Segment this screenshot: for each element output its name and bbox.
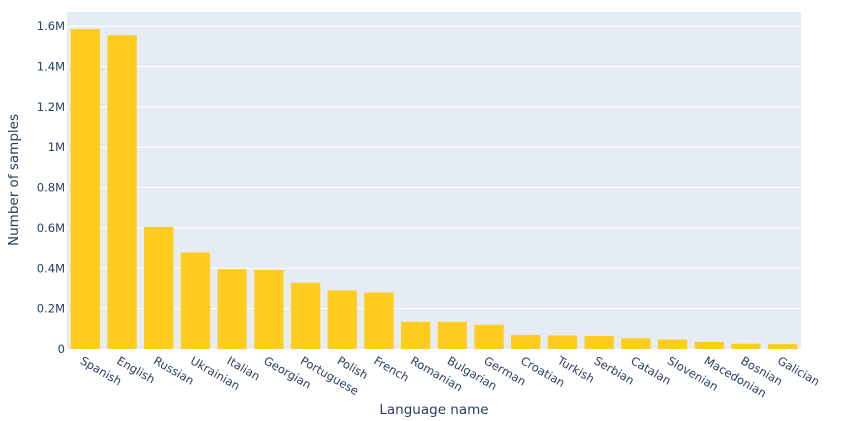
plot-background [67,12,801,349]
x-tick-label: Russian [151,353,196,387]
bar-ukrainian[interactable] [180,252,211,349]
bar-portuguese[interactable] [290,282,321,349]
y-tick-label: 0.2M [37,302,65,316]
x-axis-title: Language name [379,402,488,418]
bar-turkish[interactable] [547,335,578,349]
bar-macedonian[interactable] [694,341,724,349]
x-tick-label: French [371,353,411,384]
bar-slovenian[interactable] [657,339,688,349]
x-tick-label: Spanish [78,353,124,388]
bar-russian[interactable] [144,226,174,349]
bar-english[interactable] [107,35,137,350]
bar-bosnian[interactable] [731,343,761,349]
bar-italian[interactable] [217,269,247,349]
y-tick-label: 1M [48,140,65,154]
bar-romanian[interactable] [400,321,431,349]
bar-croatian[interactable] [511,334,541,349]
x-tick-label: Serbian [592,353,637,387]
y-tick-label: 0.8M [37,181,65,195]
bar-french[interactable] [364,292,394,349]
y-tick-label: 1.2M [37,100,65,114]
y-tick-label: 0.4M [37,261,65,275]
bar-german[interactable] [474,324,504,349]
x-tick-label: Catalan [628,353,673,387]
x-tick-label: Galician [775,353,822,388]
bar-galician[interactable] [767,344,798,349]
y-axis-title: Number of samples [6,114,22,246]
bar-spanish[interactable] [70,29,101,349]
bars [70,29,798,350]
y-tick-label: 0 [58,342,65,356]
bar-georgian[interactable] [254,269,284,349]
bar-polish[interactable] [327,290,357,349]
bar-bulgarian[interactable] [437,321,468,349]
y-axis-ticks: 0 0.2M 0.4M 0.6M 0.8M 1M 1.2M 1.4M 1.6M [37,19,65,356]
y-tick-label: 1.4M [37,59,65,73]
bar-serbian[interactable] [584,335,614,349]
x-axis-ticks: SpanishEnglishRussianUkrainianItalianGeo… [78,353,822,400]
bar-catalan[interactable] [621,338,651,349]
y-tick-label: 0.6M [37,221,65,235]
y-tick-label: 1.6M [37,19,65,33]
